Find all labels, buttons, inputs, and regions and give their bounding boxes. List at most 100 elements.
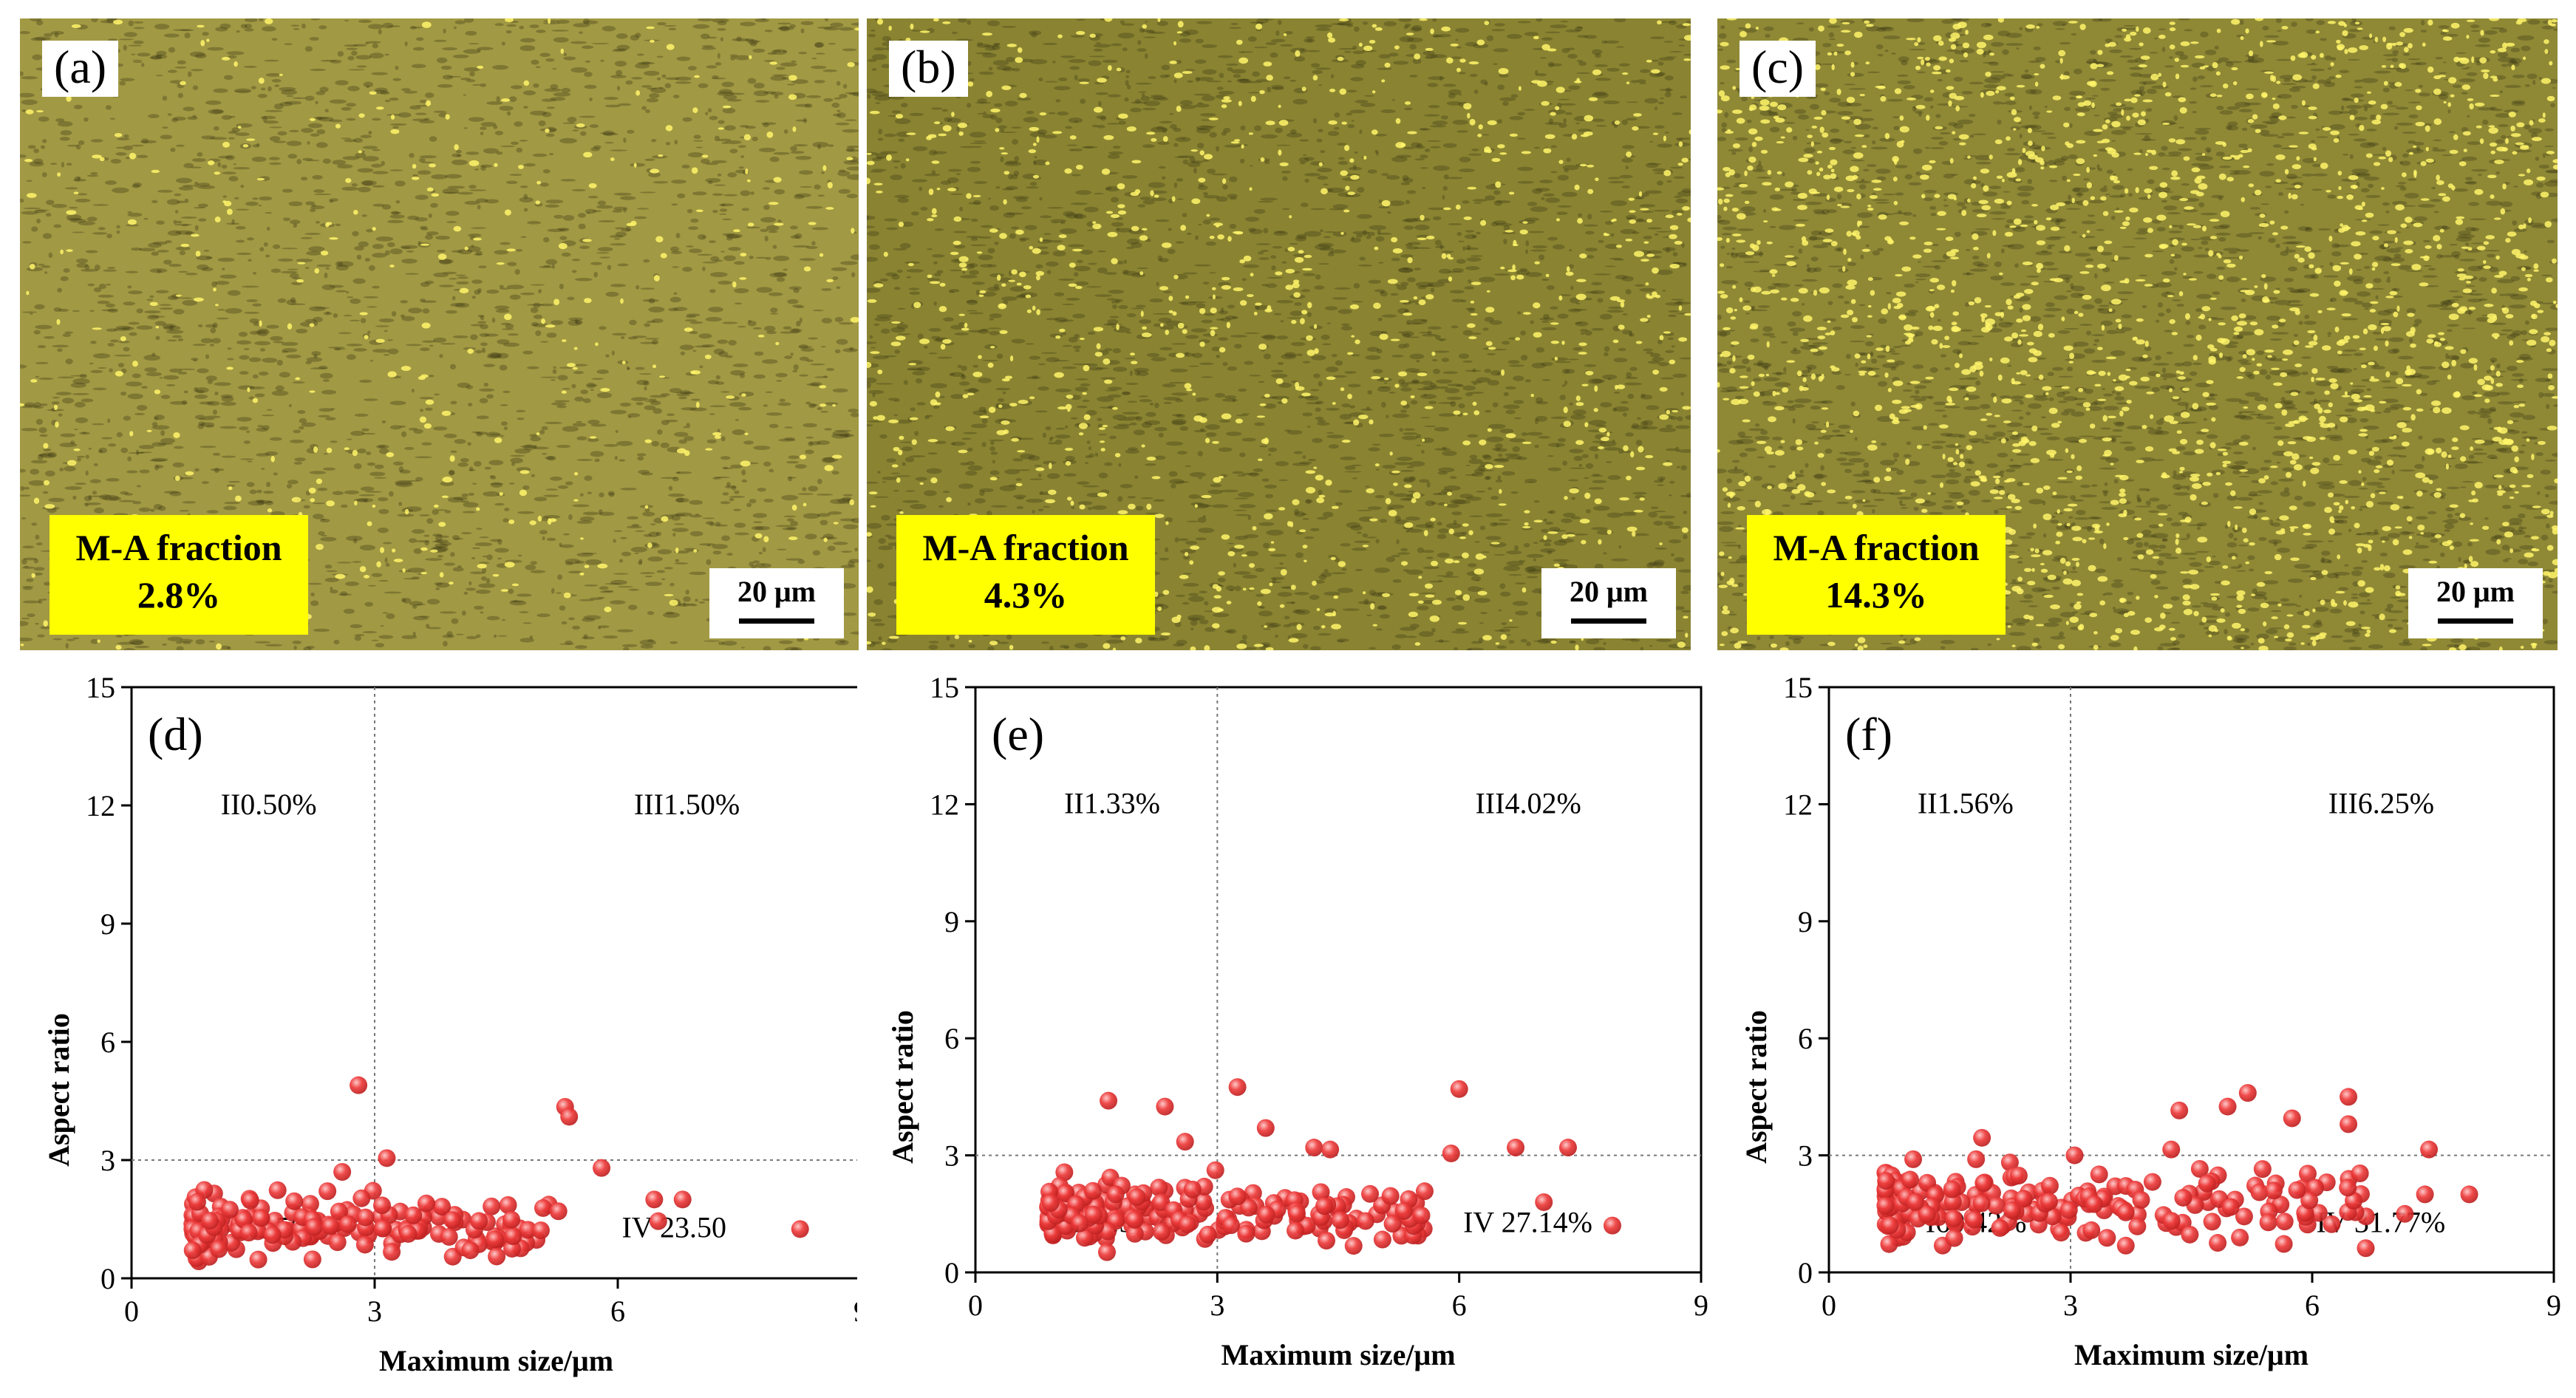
grain-mark [1137,370,1149,377]
grain-mark [1179,100,1193,106]
grain-mark [116,225,120,229]
grain-mark [1262,628,1272,630]
grain-mark [126,224,139,227]
micrograph-a: (a) M-A fraction 2.8% 20 μm [20,18,859,650]
grain-mark [196,255,213,261]
grain-mark [419,155,437,159]
grain-mark [1649,140,1653,143]
grain-mark [263,242,268,247]
grain-mark [636,453,647,457]
grain-mark [1159,120,1173,124]
ma-island [267,508,273,513]
grain-mark [1046,261,1059,267]
grain-mark [523,208,528,212]
grain-mark [777,548,787,550]
grain-mark [568,320,582,326]
grain-mark [641,472,653,476]
grain-mark [754,525,770,531]
grain-mark [128,44,142,47]
grain-mark [967,461,975,466]
grain-mark [434,582,443,585]
grain-mark [45,212,52,217]
grain-mark [1434,335,1441,339]
grain-mark [1040,308,1054,311]
grain-mark [322,158,331,164]
grain-mark [1543,313,1550,320]
grain-mark [149,268,168,273]
grain-mark [424,280,435,284]
grain-mark [836,286,841,290]
grain-mark [496,151,503,155]
ma-island [114,132,123,137]
grain-mark [249,330,262,335]
grain-mark [358,186,371,193]
grain-mark [598,509,603,515]
grain-mark [1662,290,1666,292]
grain-mark [491,317,496,323]
grain-mark [1668,525,1681,529]
grain-mark [1427,83,1439,87]
grain-mark [598,626,602,630]
grain-mark [1455,384,1465,387]
grain-mark [1307,458,1317,462]
grain-mark [1584,477,1589,480]
grain-mark [712,75,719,79]
grain-mark [1170,123,1177,129]
grain-mark [797,493,814,495]
grain-mark [1274,231,1287,233]
grain-mark [764,236,769,242]
grain-mark [375,444,389,449]
grain-mark [906,276,912,279]
grain-mark [821,287,832,291]
grain-mark [1049,436,1054,440]
ma-island [824,465,834,471]
grain-mark [166,383,176,386]
grain-mark [811,227,829,231]
grain-mark [701,159,710,164]
grain-mark [508,483,515,485]
grain-mark [1318,489,1323,496]
grain-mark [1449,56,1462,59]
grain-mark [436,582,450,588]
grain-mark [935,440,947,445]
grain-mark [820,346,826,348]
grain-mark [1428,105,1440,109]
grain-mark [987,287,1001,292]
grain-mark [84,117,89,122]
grain-mark [966,310,978,312]
grain-mark [1148,75,1156,80]
grain-mark [882,481,887,483]
grain-mark [151,352,156,357]
grain-mark [689,330,698,335]
grain-mark [452,567,464,572]
grain-mark [734,522,746,528]
grain-mark [1569,640,1576,644]
grain-mark [817,143,821,150]
grain-mark [452,335,468,338]
grain-mark [613,48,627,51]
grain-mark [1372,369,1383,374]
grain-mark [98,366,107,369]
ma-island [279,73,283,76]
grain-mark [817,440,830,446]
grain-mark [163,491,180,494]
ma-island [665,125,673,132]
grain-mark [1302,412,1313,417]
grain-mark [415,477,423,482]
grain-mark [1416,434,1422,439]
grain-mark [1113,425,1130,430]
grain-mark [1029,59,1048,64]
grain-mark [502,390,511,394]
grain-mark [474,253,483,256]
grain-mark [1220,318,1232,322]
grain-mark [610,75,627,78]
grain-mark [745,126,756,129]
grain-mark [234,197,239,200]
grain-mark [1585,248,1598,252]
grain-mark [542,20,559,23]
grain-mark [627,367,630,370]
grain-mark [1168,471,1178,477]
grain-mark [1625,376,1638,380]
grain-mark [843,160,859,165]
grain-mark [1014,156,1020,162]
